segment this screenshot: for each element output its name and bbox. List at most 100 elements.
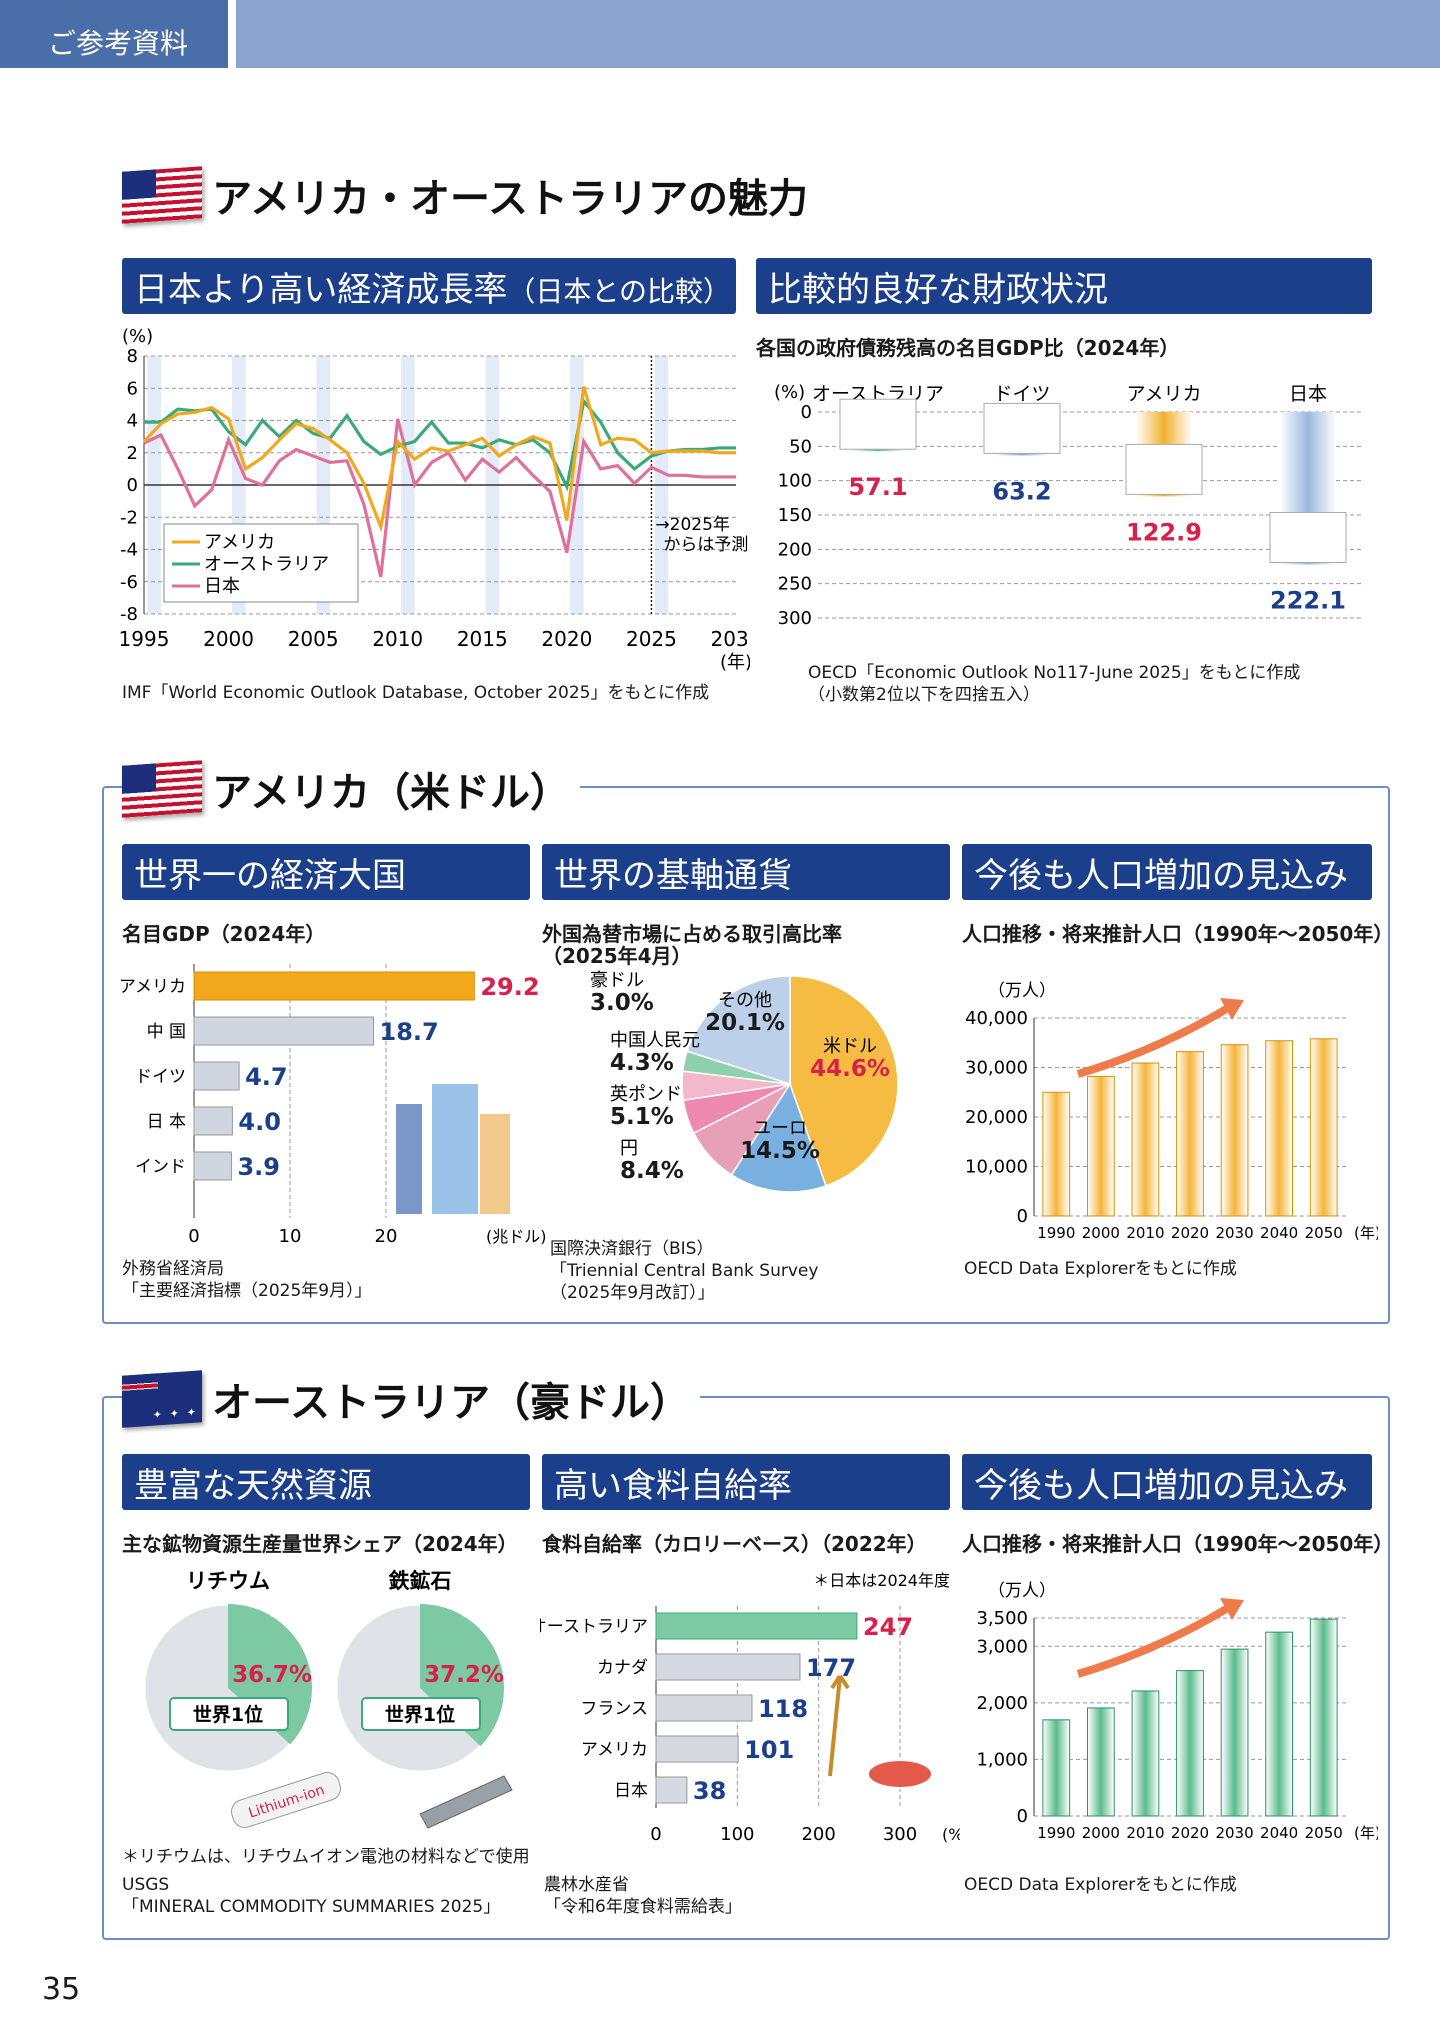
- pop-ytick: 40,000: [965, 1008, 1028, 1029]
- food-value-label: 38: [693, 1777, 726, 1805]
- au-frame: [102, 1396, 1390, 1940]
- mineral-share: 36.7%: [232, 1662, 312, 1688]
- pop-xtick: 2000: [1082, 1224, 1120, 1242]
- gdp-value-label: 3.9: [237, 1153, 280, 1181]
- pop-ytick: 20,000: [965, 1107, 1028, 1128]
- food-category: アメリカ: [581, 1740, 648, 1760]
- fx-category-label: 豪ドル: [590, 970, 644, 991]
- fiscal-flag-icon: [839, 398, 917, 450]
- pop-ytick: 3,000: [976, 1636, 1028, 1657]
- trend-arrowhead-icon: [1220, 998, 1244, 1020]
- us-frame: [102, 786, 1390, 1324]
- fiscal-source2: （小数第2位以下を四捨五入）: [808, 685, 1040, 705]
- au-minerals-source2: 「MINERAL COMMODITY SUMMARIES 2025」: [122, 1897, 501, 1917]
- au-title: オーストラリア（豪ドル）: [122, 1370, 700, 1428]
- fiscal-ytick: 150: [778, 505, 812, 526]
- growth-band: 日本より高い経済成長率（日本との比較）: [122, 258, 736, 314]
- fx-category-label: 円: [620, 1138, 638, 1159]
- fx-slice: [686, 975, 791, 1086]
- food-value-label: 177: [806, 1654, 856, 1682]
- us-gdp-band: 世界一の経済大国: [122, 844, 530, 900]
- food-category: カナダ: [597, 1658, 648, 1678]
- mineral-pie-slice: [420, 1604, 505, 1747]
- growth-xtick: 2020: [541, 627, 592, 651]
- growth-band-text: 日本より高い経済成長率: [134, 270, 508, 310]
- fiscal-value-label: 222.1: [1270, 587, 1346, 615]
- gdp-unit: (兆ドル): [486, 1227, 546, 1246]
- pop-ytick: 2,000: [976, 1693, 1028, 1714]
- pop-ytick: 0: [1017, 1806, 1028, 1827]
- growth-legend-label: オーストラリア: [204, 554, 329, 575]
- meat-icon: [867, 1759, 933, 1789]
- trend-arrowhead-icon: [1220, 1598, 1244, 1620]
- pop-bar: [1086, 1707, 1115, 1817]
- food-bar: [655, 1653, 801, 1681]
- fiscal-flag-icon: [1125, 443, 1203, 495]
- pop-xtick: 2020: [1171, 1824, 1209, 1842]
- mineral-share: 37.2%: [424, 1662, 504, 1688]
- growth-ytick: 4: [127, 411, 138, 432]
- pop-ytick: 1,000: [976, 1749, 1028, 1770]
- pop-unit: （万人）: [988, 981, 1056, 1001]
- au-food-source2: 「令和6年度食料需給表」: [544, 1897, 742, 1917]
- food-xtick: 200: [801, 1824, 835, 1845]
- fiscal-source1: OECD「Economic Outlook No117-June 2025」をも…: [808, 663, 1301, 683]
- food-category: 日本: [614, 1781, 648, 1801]
- fx-category-label: 英ポンド: [610, 1084, 682, 1105]
- pop-bar: [1131, 1690, 1160, 1817]
- growth-source: IMF「World Economic Outlook Database, Oct…: [122, 683, 710, 703]
- us-title: アメリカ（米ドル）: [122, 760, 580, 818]
- growth-ytick: -6: [120, 572, 138, 593]
- fiscal-unit: (%): [774, 382, 805, 403]
- fx-slice: [730, 1082, 827, 1193]
- fiscal-ytick: 50: [789, 436, 812, 457]
- growth-forecast-note2: からは予測: [663, 535, 748, 555]
- pop-xtick: 2040: [1260, 1824, 1298, 1842]
- gdp-category: アメリカ: [119, 977, 186, 997]
- growth-series-line: [144, 397, 736, 492]
- fiscal-category: アメリカ: [1126, 383, 1201, 405]
- mineral-label: リチウム: [186, 1569, 270, 1593]
- gdp-value-label: 4.0: [238, 1108, 281, 1136]
- us-fx-source1: 国際決済銀行（BIS）: [550, 1239, 714, 1259]
- pop-bar: [1176, 1670, 1204, 1817]
- us-fx-source2: 「Triennial Central Bank Survey: [550, 1261, 819, 1281]
- pop-bar: [1176, 1051, 1204, 1217]
- pop-bar: [1042, 1719, 1071, 1817]
- pop-ytick: 0: [1017, 1206, 1028, 1227]
- fx-category-label: 米ドル: [823, 1036, 877, 1057]
- gdp-bar: [193, 971, 475, 1001]
- fiscal-ytick: 250: [778, 574, 812, 595]
- growth-ytick: 0: [127, 475, 138, 496]
- au-flag-icon: [122, 1370, 202, 1428]
- fiscal-category: ドイツ: [993, 383, 1050, 405]
- pop-bar: [1265, 1631, 1294, 1817]
- au-pop-source: OECD Data Explorerをもとに作成: [964, 1875, 1237, 1895]
- growth-xtick: 2010: [372, 627, 423, 651]
- fx-value-label: 14.5%: [740, 1138, 820, 1164]
- food-note: ＊日本は2024年度: [813, 1571, 950, 1590]
- us-flag-icon: [122, 166, 202, 224]
- fiscal-ytick: 300: [778, 608, 812, 629]
- au-minerals-band: 豊富な天然資源: [122, 1454, 530, 1510]
- mineral-rank: 世界1位: [385, 1703, 455, 1726]
- gdp-value-label: 4.7: [245, 1063, 288, 1091]
- building-icon: [396, 1104, 422, 1214]
- gdp-bar: [193, 1106, 233, 1136]
- us-fx-subtitle1: 外国為替市場に占める取引高比率: [542, 922, 842, 946]
- steel-beam-icon: [419, 1775, 513, 1829]
- pop-year-unit: (年): [1354, 1824, 1378, 1842]
- growth-chart: 8 6 4 2 0 -2 -4 -6 -8 (%) 1995 2000 2005 2010 2015 2020…: [119, 326, 750, 673]
- main-title-text: アメリカ・オーストラリアの魅力: [212, 176, 808, 222]
- gdp-bar: [193, 1151, 232, 1181]
- gdp-value-label: 29.2: [480, 973, 539, 1001]
- food-bar: [655, 1735, 739, 1763]
- fx-category-label: ユーロ: [753, 1118, 807, 1139]
- gdp-value-label: 18.7: [380, 1018, 439, 1046]
- fx-value-label: 44.6%: [810, 1056, 890, 1082]
- au-pop-band: 今後も人口増加の見込み: [962, 1454, 1372, 1510]
- fiscal-flag-icon: [1269, 512, 1347, 564]
- fiscal-band: 比較的良好な財政状況: [756, 258, 1372, 314]
- battery-icon: [231, 1772, 341, 1828]
